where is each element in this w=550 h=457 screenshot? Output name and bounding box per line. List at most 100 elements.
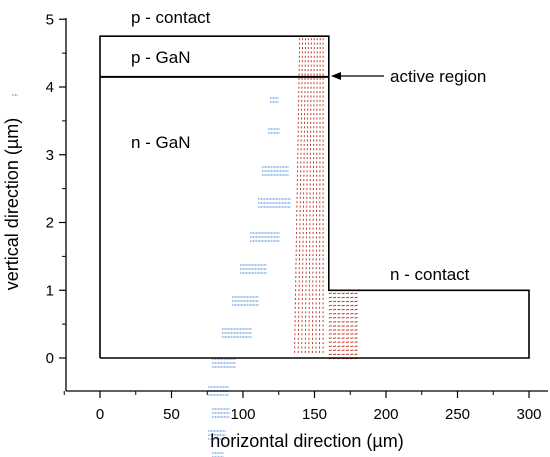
current-vector: [354, 308, 358, 311]
current-vector: [354, 337, 358, 339]
stray-dot: [257, 304, 259, 306]
current-vector: [333, 317, 337, 319]
stray-dot: [250, 332, 252, 334]
stray-dot: [257, 236, 259, 238]
stray-dot: [274, 240, 275, 242]
current-vector: [337, 341, 341, 343]
current-vector: [345, 304, 350, 307]
stray-dot: [244, 268, 246, 270]
stray-dot: [247, 304, 248, 306]
stray-dot: [249, 332, 250, 334]
stray-dot: [240, 264, 241, 266]
current-vector: [337, 317, 341, 319]
stray-dot: [262, 264, 264, 266]
current-vector: [341, 325, 345, 327]
stray-dot: [215, 412, 216, 414]
stray-dot: [216, 362, 218, 364]
stray-dot: [286, 202, 288, 204]
current-vector: [333, 296, 337, 299]
stray-dot: [255, 268, 256, 270]
stray-dot: [251, 296, 253, 298]
stray-dot: [234, 336, 235, 338]
current-vector: [345, 341, 350, 343]
device-outline: [99, 35, 530, 359]
stray-dot: [281, 174, 283, 176]
stray-dot: [249, 268, 250, 270]
stray-dot: [244, 328, 246, 330]
stray-dot: [243, 268, 244, 270]
stray-dot: [220, 434, 221, 436]
stray-dot: [253, 236, 254, 238]
stray-dot: [270, 198, 271, 200]
stray-dot: [273, 101, 274, 103]
current-vector: [345, 321, 350, 323]
stray-dot: [240, 332, 241, 334]
stray-dot: [218, 416, 219, 418]
stray-dot: [241, 332, 243, 334]
stray-dot: [274, 174, 275, 176]
current-vector: [328, 317, 332, 319]
current-vector: [354, 317, 358, 319]
current-vector: [328, 325, 332, 327]
stray-dot: [240, 328, 241, 330]
stray-dot: [222, 452, 224, 454]
stray-dot: [266, 166, 268, 168]
stray-dot: [233, 362, 234, 364]
stray-dot: [224, 358, 225, 360]
active-region-label: active region: [390, 67, 486, 86]
stray-dot: [226, 394, 227, 396]
y-tick-label: 1: [46, 282, 54, 299]
stray-dot: [268, 170, 269, 172]
stray-dot: [247, 328, 249, 330]
stray-dot: [214, 438, 215, 440]
current-vector: [333, 292, 337, 295]
stray-dot: [228, 412, 230, 414]
stray-dot: [247, 296, 248, 298]
stray-dot: [239, 300, 241, 302]
stray-dot: [278, 132, 280, 134]
stray-dot: [271, 170, 272, 172]
stray-dot: [224, 386, 226, 388]
stray-dot: [215, 394, 217, 396]
stray-dot: [221, 430, 223, 432]
stray-dot: [261, 198, 262, 200]
stray-dot: [246, 264, 247, 266]
stray-dot: [234, 366, 236, 368]
stray-dot: [278, 240, 280, 242]
stray-dot: [271, 206, 273, 208]
stray-dot: [264, 206, 265, 208]
stray-dot: [233, 358, 234, 360]
stray-dot: [274, 132, 275, 134]
stray-dot: [225, 366, 227, 368]
current-vector: [345, 296, 350, 299]
stray-dot: [264, 264, 265, 266]
current-vector: [345, 300, 350, 303]
stray-dot: [272, 166, 274, 168]
current-vector: [328, 337, 332, 339]
stray-dot: [268, 132, 269, 134]
stray-dot: [225, 408, 227, 410]
stray-dot: [237, 328, 238, 330]
current-vector: [337, 337, 341, 339]
stray-dot: [286, 170, 287, 172]
current-vector: [328, 308, 332, 311]
stray-dot: [213, 412, 215, 414]
stray-dot: [276, 97, 277, 99]
stray-dot: [256, 240, 257, 242]
stray-dot: [228, 416, 230, 418]
current-vector: [337, 349, 341, 351]
stray-dot: [265, 198, 267, 200]
stray-dot: [222, 332, 223, 334]
stray-dot: [249, 264, 250, 266]
current-vector: [345, 292, 350, 295]
stray-dot: [263, 232, 265, 234]
stray-dot: [225, 416, 227, 418]
stray-dot: [215, 434, 217, 436]
stray-dot: [262, 236, 263, 238]
stray-dot: [230, 362, 231, 364]
active-region-pointer-arrowhead: [331, 72, 341, 80]
stray-dot: [250, 328, 252, 330]
stray-dot: [268, 232, 269, 234]
stray-dot: [258, 268, 259, 270]
stray-dot: [250, 232, 251, 234]
